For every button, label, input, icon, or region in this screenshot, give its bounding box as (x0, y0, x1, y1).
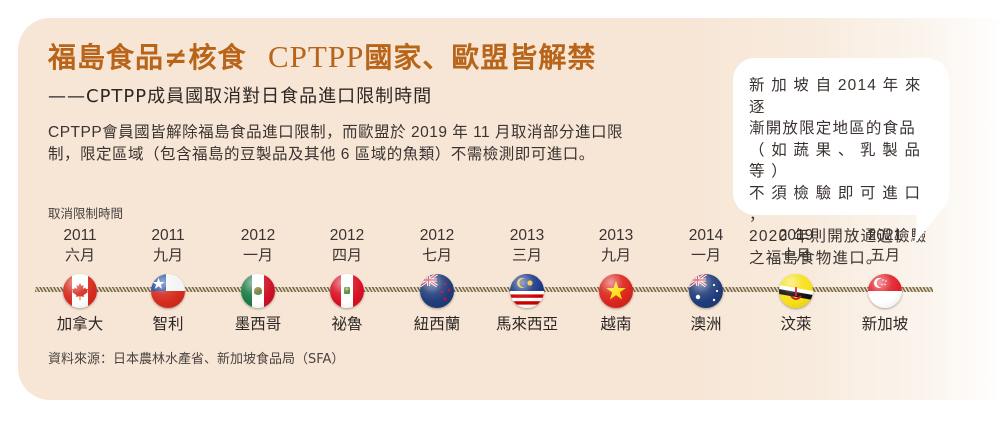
timeline-year: 2021 (867, 227, 903, 244)
timeline-month: 七月 (421, 246, 452, 264)
timeline-country: 加拿大 (56, 315, 104, 333)
timeline-year: 2019 (778, 227, 814, 244)
callout-line: 2020 年則開放通過檢驗 (749, 228, 928, 246)
timeline-month: 五月 (869, 246, 900, 264)
timeline-month: 六月 (64, 246, 95, 264)
canada-flag-icon (63, 274, 97, 308)
timeline-year: 2014 (688, 227, 724, 244)
timeline-country: 智利 (152, 315, 184, 333)
brunei-flag-icon (779, 274, 813, 308)
timeline-country: 汶萊 (780, 315, 812, 333)
malaysia-flag-icon (510, 274, 544, 308)
australia-flag-icon (689, 274, 723, 308)
timeline-month: 三月 (511, 246, 542, 264)
timeline-country: 新加坡 (861, 315, 909, 333)
timeline-item-new-zealand: 2012 七月 紐西蘭 (392, 226, 482, 333)
timeline-item-malaysia: 2013 三月 馬來西亞 (482, 226, 572, 333)
chile-flag-icon (151, 274, 185, 308)
timeline-item-australia: 2014 一月 澳洲 (661, 226, 751, 333)
timeline-year: 2012 (419, 227, 455, 244)
timeline-year: 2012 (240, 227, 276, 244)
timeline-month: 一月 (690, 246, 721, 264)
timeline-country: 祕魯 (331, 315, 363, 333)
timeline-item-chile: 2011 九月 智利 (123, 226, 213, 333)
main-title: 福島食品≠核食 CPTPP國家、歐盟皆解禁 (48, 36, 596, 76)
timeline-rope-line (35, 287, 933, 292)
timeline-year: 2013 (598, 227, 634, 244)
title-latin: CPTPP (267, 39, 365, 74)
callout-line: 新 加 坡 自 2014 年 來 逐 (749, 77, 922, 116)
timeline-year: 2013 (509, 227, 545, 244)
timeline-country: 墨西哥 (234, 315, 282, 333)
intro-paragraph: CPTPP會員國皆解除福島食品進口限制，而歐盟於 2019 年 11 月取消部分… (48, 124, 623, 163)
callout-line: 之福島食物進口。 (749, 249, 883, 267)
vietnam-flag-icon (599, 274, 633, 308)
timeline-year: 2012 (329, 227, 365, 244)
callout-line: 不 須 檢 驗 即 可 進 口 ， (749, 184, 922, 224)
title-part-2: 國家、歐盟皆解禁 (364, 41, 597, 74)
timeline-country: 馬來西亞 (495, 315, 558, 333)
new-zealand-flag-icon (420, 274, 454, 308)
timeline-item-brunei: 2019 十月 汶萊 (751, 226, 841, 333)
timeline-country: 越南 (600, 315, 632, 333)
timeline-year: 2011 (63, 227, 97, 244)
timeline-year: 2011 (151, 227, 185, 244)
timeline-item-singapore: 2021 五月 新加坡 (840, 226, 930, 333)
title-part-1: 福島食品≠核食 (48, 41, 247, 74)
timeline-label: 取消限制時間 (48, 206, 124, 221)
source-note: 資料來源：日本農林水產省、新加坡食品局（SFA） (48, 352, 345, 367)
timeline-item-canada: 2011 六月 加拿大 (35, 226, 125, 333)
timeline-country: 紐西蘭 (413, 315, 461, 333)
timeline-month: 九月 (152, 246, 183, 264)
timeline-country: 澳洲 (690, 315, 722, 333)
callout-line: （ 如 蔬 果 、 乳 製 品 等 ） (749, 141, 922, 181)
callout-line: 漸開放限定地區的食品 (749, 120, 917, 138)
singapore-flag-icon (868, 274, 902, 308)
timeline-month: 四月 (331, 246, 362, 264)
timeline-month: 一月 (242, 246, 273, 264)
timeline-item-peru: 2012 四月 祕魯 (302, 226, 392, 333)
timeline-item-vietnam: 2013 九月 越南 (571, 226, 661, 333)
timeline-month: 十月 (780, 246, 811, 264)
timeline-item-mexico: 2012 一月 墨西哥 (213, 226, 303, 333)
subtitle: ——CPTPP成員國取消對日食品進口限制時間 (48, 86, 433, 107)
singapore-callout-bubble: 新 加 坡 自 2014 年 來 逐 漸開放限定地區的食品 （ 如 蔬 果 、 … (733, 58, 949, 267)
mexico-flag-icon (241, 274, 275, 308)
peru-flag-icon (330, 274, 364, 308)
timeline-month: 九月 (600, 246, 631, 264)
